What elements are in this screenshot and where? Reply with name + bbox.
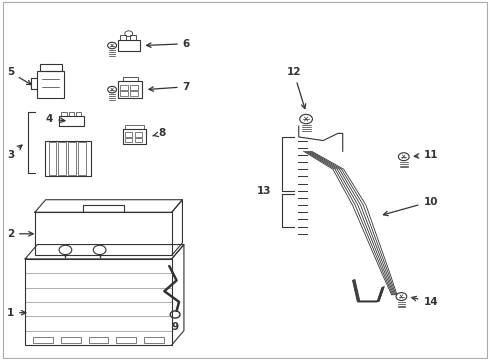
Bar	[89, 337, 108, 343]
Text: 5: 5	[7, 67, 31, 85]
Bar	[61, 112, 67, 116]
Text: 1: 1	[7, 308, 26, 318]
Bar	[123, 77, 138, 81]
Text: 10: 10	[383, 197, 438, 216]
Bar	[135, 132, 142, 136]
Bar	[78, 142, 86, 175]
Text: 3: 3	[7, 145, 22, 160]
Text: 7: 7	[149, 82, 190, 92]
Text: 11: 11	[415, 150, 438, 160]
Bar	[116, 337, 136, 343]
Bar	[68, 142, 76, 175]
Text: 8: 8	[153, 129, 166, 138]
Bar	[35, 212, 171, 255]
Bar	[130, 91, 138, 96]
Bar	[61, 337, 80, 343]
Bar	[121, 91, 128, 96]
Bar	[45, 140, 91, 176]
Bar	[118, 81, 143, 98]
Bar	[58, 142, 66, 175]
Bar	[125, 132, 132, 136]
Bar	[69, 112, 74, 116]
Bar	[33, 337, 53, 343]
Bar	[125, 138, 132, 142]
Bar	[121, 35, 126, 40]
Bar	[118, 40, 140, 51]
Bar	[40, 64, 62, 71]
Text: 13: 13	[257, 186, 272, 196]
Bar	[25, 259, 172, 345]
Bar	[130, 35, 136, 40]
Text: 9: 9	[172, 322, 179, 332]
Bar	[59, 116, 84, 126]
Text: 14: 14	[412, 296, 438, 307]
Bar	[125, 125, 144, 129]
Bar	[144, 337, 164, 343]
Text: 12: 12	[287, 67, 306, 109]
Bar	[121, 85, 128, 90]
Bar	[76, 112, 81, 116]
Text: 2: 2	[7, 229, 33, 239]
Bar	[49, 142, 56, 175]
Bar	[135, 138, 142, 142]
Bar	[37, 71, 64, 98]
Text: 6: 6	[147, 39, 190, 49]
Text: 4: 4	[46, 114, 65, 124]
Bar	[123, 129, 147, 144]
Bar	[130, 85, 138, 90]
